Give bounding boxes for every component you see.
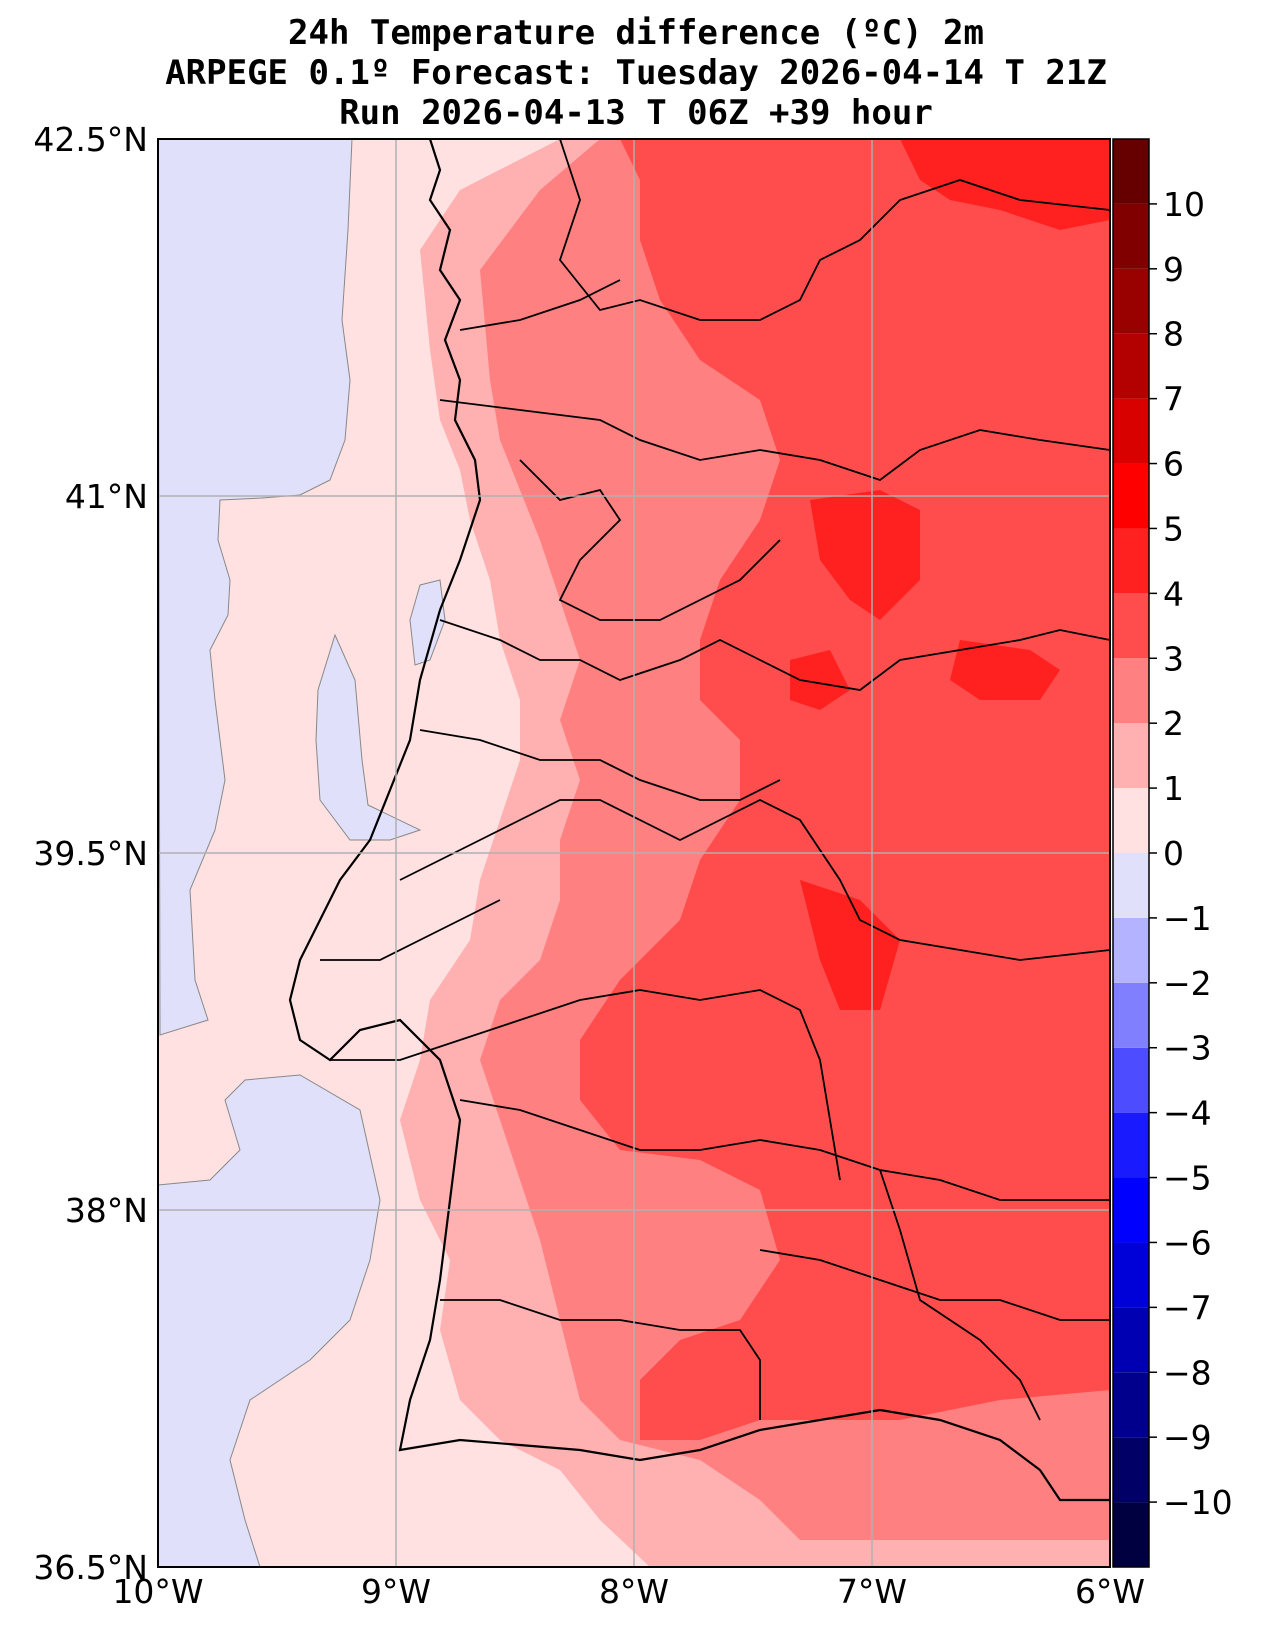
positive-region-4-5-north xyxy=(900,139,1110,230)
colorbar-level xyxy=(1113,398,1149,464)
colorbar-level xyxy=(1113,1177,1149,1243)
colorbar-level xyxy=(1113,1437,1149,1503)
colorbar-tick-label: 0 xyxy=(1163,834,1184,873)
negative-region-ocean-west xyxy=(158,139,353,1036)
title-line-1: 24h Temperature difference (ºC) 2m xyxy=(288,13,984,53)
colorbar-level xyxy=(1113,788,1149,853)
latitude-tick-label: 36.5°N xyxy=(33,1548,148,1587)
colorbar-tick-label: −6 xyxy=(1163,1223,1212,1262)
colorbar-tick-label: −7 xyxy=(1163,1288,1212,1327)
colorbar-tick-label: 1 xyxy=(1163,769,1184,808)
colorbar-level xyxy=(1113,1372,1149,1438)
colorbar-tick-label: −4 xyxy=(1163,1094,1212,1133)
colorbar-level xyxy=(1113,1307,1149,1373)
colorbar-level xyxy=(1113,982,1149,1048)
colorbar-level xyxy=(1113,203,1149,269)
colorbar-tick-label: −8 xyxy=(1163,1353,1212,1392)
longitude-tick-label: 7°W xyxy=(837,1572,907,1611)
colorbar-tick-label: −5 xyxy=(1163,1159,1212,1198)
gridlines xyxy=(158,139,1110,1567)
latitude-tick-label: 39.5°N xyxy=(33,834,148,873)
latitude-tick-label: 42.5°N xyxy=(33,120,148,159)
colorbar-level xyxy=(1113,1502,1149,1567)
colorbar-tick-label: −1 xyxy=(1163,899,1212,938)
colorbar-tick-label: −10 xyxy=(1163,1483,1233,1522)
title-line-3: Run 2026-04-13 T 06Z +39 hour xyxy=(339,93,933,133)
map-panel xyxy=(158,139,1110,1567)
negative-region-ocean-mid xyxy=(315,633,422,841)
colorbar-tick-label: 9 xyxy=(1163,250,1184,289)
longitude-tick-label: 8°W xyxy=(599,1572,669,1611)
longitude-tick-label: 6°W xyxy=(1075,1572,1145,1611)
longitude-tick-label: 9°W xyxy=(361,1572,431,1611)
colorbar-level xyxy=(1113,1112,1149,1178)
colorbar-tick-label: −3 xyxy=(1163,1029,1212,1068)
positive-region-4-5-center xyxy=(810,490,920,620)
region-borders xyxy=(320,139,1110,1421)
colorbar-level xyxy=(1113,1047,1149,1113)
colorbar xyxy=(1113,139,1149,1567)
latitude-tick-label: 38°N xyxy=(65,1191,148,1230)
title-line-2: ARPEGE 0.1º Forecast: Tuesday 2026-04-14… xyxy=(165,53,1107,93)
colorbar-level xyxy=(1113,139,1149,204)
latitude-tick-labels: 42.5°N 41°N 39.5°N 38°N 36.5°N xyxy=(33,120,148,1587)
colorbar-level xyxy=(1113,723,1149,789)
colorbar-level xyxy=(1113,268,1149,334)
colorbar-level xyxy=(1113,917,1149,983)
colorbar-tick-label: 8 xyxy=(1163,315,1184,354)
positive-region-4-5-south xyxy=(800,880,900,1010)
colorbar-level xyxy=(1113,853,1149,918)
colorbar-tick-label: 6 xyxy=(1163,445,1184,484)
colorbar-tick-label: 5 xyxy=(1163,509,1184,548)
colorbar-level xyxy=(1113,593,1149,659)
colorbar-level xyxy=(1113,333,1149,399)
colorbar-tick-label: 7 xyxy=(1163,380,1184,419)
negative-region-lagoon xyxy=(409,579,446,666)
positive-region-4-5-east xyxy=(950,640,1060,700)
colorbar-level xyxy=(1113,528,1149,594)
negative-region-ocean-southwest xyxy=(158,1074,381,1567)
longitude-tick-label: 10°W xyxy=(112,1572,203,1611)
colorbar-tick-label: 10 xyxy=(1163,185,1205,224)
map-frame xyxy=(157,138,1111,1568)
longitude-tick-labels: 10°W 9°W 8°W 7°W 6°W xyxy=(112,1572,1145,1611)
colorbar-tick-label: −2 xyxy=(1163,964,1212,1003)
colorbar-tick-label: 2 xyxy=(1163,704,1184,743)
colorbar-tick-label: 4 xyxy=(1163,574,1184,613)
colorbar-tick-label: −9 xyxy=(1163,1418,1212,1457)
colorbar-level xyxy=(1113,658,1149,724)
colorbar-level xyxy=(1113,1242,1149,1308)
colorbar-tick-label: 3 xyxy=(1163,639,1184,678)
positive-region-3-4 xyxy=(580,139,1110,1440)
latitude-tick-label: 41°N xyxy=(65,477,148,516)
colorbar-level xyxy=(1113,463,1149,529)
positive-region-4-5-small xyxy=(790,650,850,710)
